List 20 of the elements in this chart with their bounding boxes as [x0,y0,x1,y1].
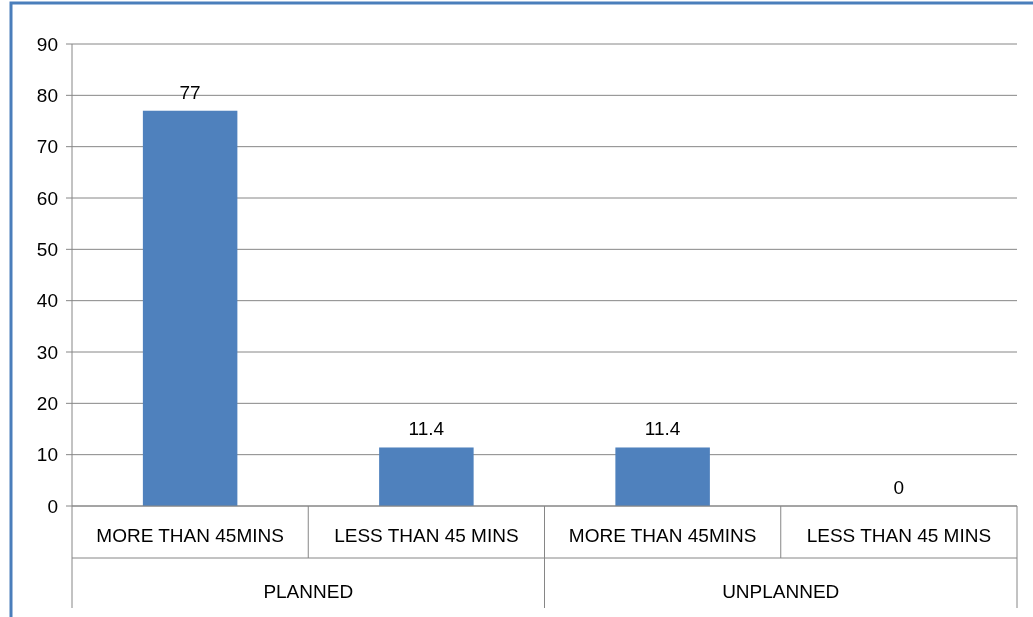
x-tick-label: MORE THAN 45MINS [96,525,284,546]
data-label: 0 [893,477,905,498]
y-tick-label: 90 [36,33,58,55]
y-tick-label: 30 [36,341,58,363]
text: UNPLANNED [722,581,840,602]
y-tick-label: 10 [36,444,58,466]
y-tick-label: 50 [36,238,58,260]
y-tick-label: 20 [36,392,58,414]
data-label: 11.4 [644,418,681,440]
y-tick-label: 0 [47,495,58,517]
x-tick-label: LESS THAN 45 MINS [334,525,519,546]
data-label: 77 [179,81,201,103]
text: PLANNED [263,581,354,602]
y-tick-label: 60 [36,187,58,209]
data-label: 11.4 [408,418,445,440]
x-tick-label: MORE THAN 45MINS [568,525,757,546]
y-tick-label: 40 [36,290,58,312]
x-tick-label: LESS THAN 45 MINS [806,525,992,546]
y-tick-label: 80 [36,84,58,106]
y-tick-label: 70 [36,136,58,158]
